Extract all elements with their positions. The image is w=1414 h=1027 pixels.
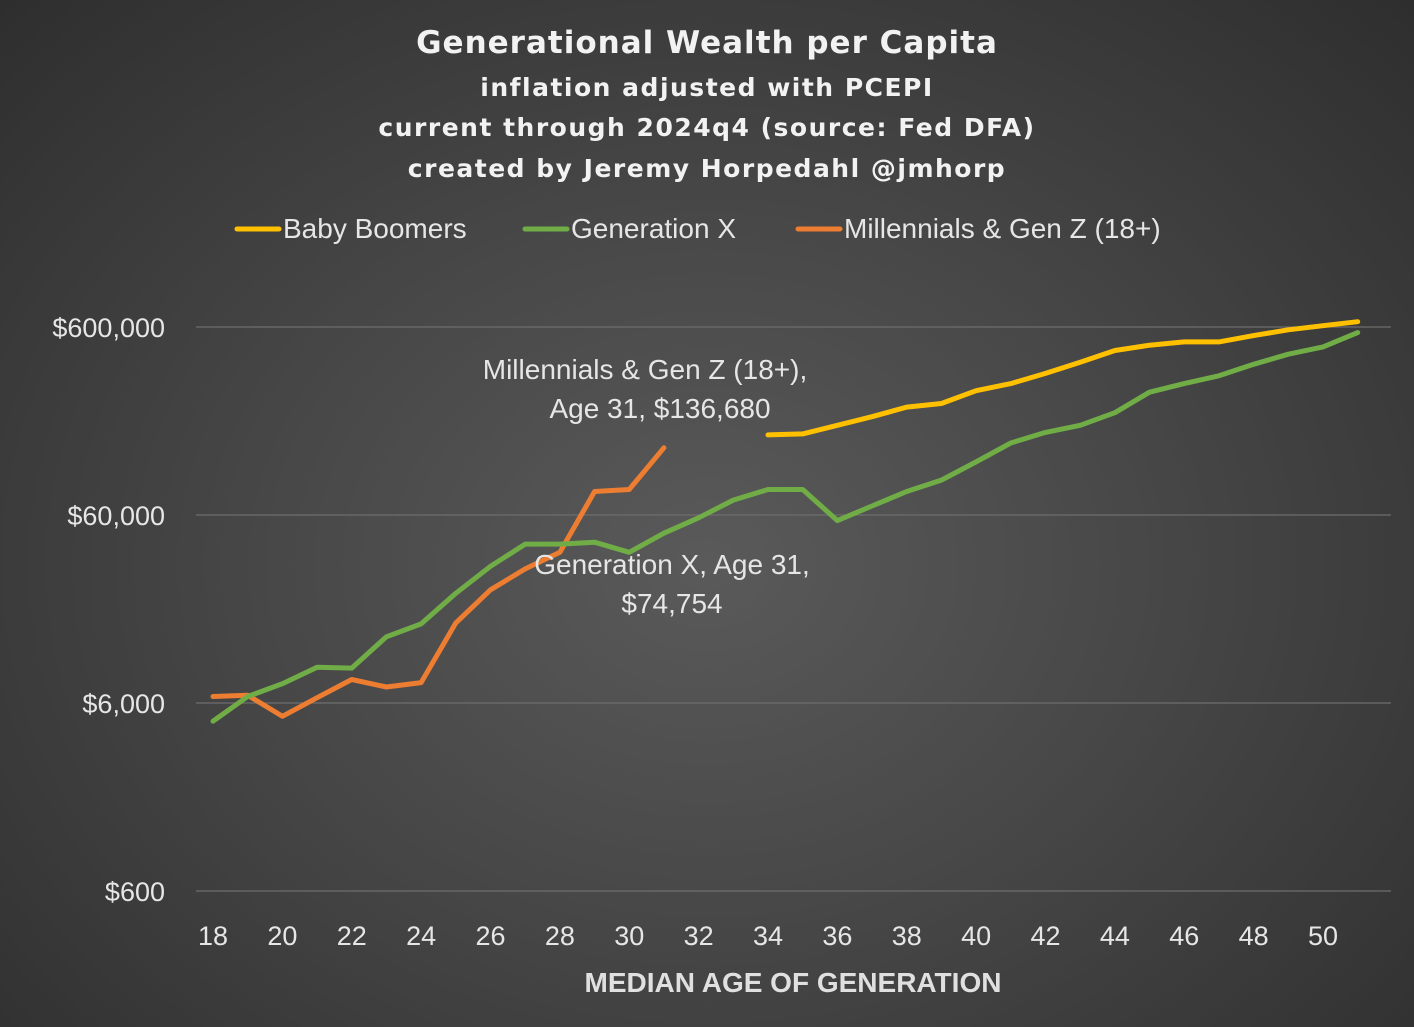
chart-subtitle-3: created by Jeremy Horpedahl @jmhorp: [408, 154, 1006, 183]
annotation-millennials-line-1: Millennials & Gen Z (18+),: [483, 354, 807, 385]
chart-subtitle-1: inflation adjusted with PCEPI: [480, 73, 933, 102]
x-tick-label: 34: [753, 921, 783, 951]
annotation-generation-x-line-1: Generation X, Age 31,: [534, 549, 810, 580]
x-tick-label: 24: [406, 921, 436, 951]
gridlines: [196, 326, 1391, 892]
chart-title: Generational Wealth per Capita: [416, 25, 998, 61]
x-tick-label: 26: [475, 921, 505, 951]
x-tick-label: 18: [198, 921, 228, 951]
y-tick-label: $600,000: [52, 313, 165, 343]
legend-item-generation-x: Generation X: [522, 213, 736, 244]
chart-subtitle-2: current through 2024q4 (source: Fed DFA): [378, 113, 1035, 142]
x-tick-label: 44: [1100, 921, 1130, 951]
y-tick-label: $600: [105, 877, 165, 907]
x-tick-label: 36: [822, 921, 852, 951]
legend-label-millennials-gen-z: Millennials & Gen Z (18+): [844, 213, 1161, 244]
y-axis-ticks: $600 $6,000 $60,000 $600,000: [52, 313, 165, 907]
annotation-millennials: Millennials & Gen Z (18+), Age 31, $136,…: [483, 354, 807, 424]
y-tick-label: $60,000: [67, 501, 165, 531]
legend-label-baby-boomers: Baby Boomers: [283, 213, 467, 244]
legend-item-millennials-gen-z: Millennials & Gen Z (18+): [795, 213, 1161, 244]
x-tick-label: 22: [337, 921, 367, 951]
x-tick-label: 40: [961, 921, 991, 951]
x-tick-label: 32: [684, 921, 714, 951]
legend-label-generation-x: Generation X: [571, 213, 736, 244]
annotation-millennials-line-2: Age 31, $136,680: [549, 393, 770, 424]
x-tick-label: 46: [1169, 921, 1199, 951]
x-tick-label: 28: [545, 921, 575, 951]
legend-item-baby-boomers: Baby Boomers: [234, 213, 467, 244]
annotation-generation-x: Generation X, Age 31, $74,754: [534, 549, 810, 619]
annotation-generation-x-line-2: $74,754: [621, 588, 722, 619]
y-tick-label: $6,000: [82, 689, 165, 719]
x-axis-title: MEDIAN AGE OF GENERATION: [585, 967, 1002, 998]
series-line-generation-x: [210, 330, 1361, 724]
plot-area: [210, 319, 1361, 724]
x-tick-label: 50: [1308, 921, 1338, 951]
x-tick-label: 42: [1030, 921, 1060, 951]
x-axis-ticks: 18 20 22 24 26 28 30 32 34 36 38 40 42 44 46 48 50: [198, 921, 1338, 951]
x-tick-label: 48: [1239, 921, 1269, 951]
x-tick-label: 30: [614, 921, 644, 951]
x-tick-label: 38: [892, 921, 922, 951]
series-line-millennials-gen-z: [210, 445, 667, 719]
x-tick-label: 20: [267, 921, 297, 951]
series-line-baby-boomers: [765, 319, 1361, 438]
legend: Baby Boomers Generation X Millennials & …: [234, 213, 1161, 244]
